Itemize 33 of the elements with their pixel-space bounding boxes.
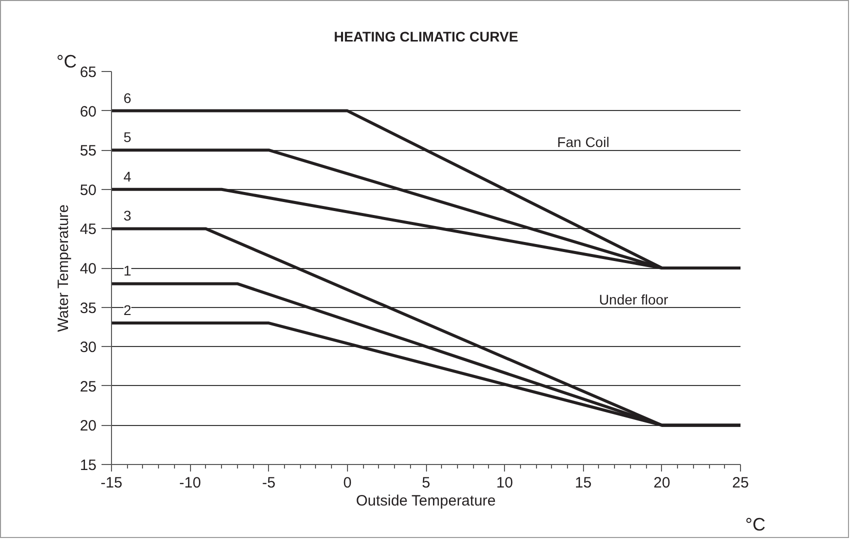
y-axis-title: Water Temperature: [54, 204, 72, 332]
y-tick-label: 50: [80, 182, 97, 199]
x-tick-label: 0: [343, 474, 352, 492]
x-tick-label: 5: [422, 474, 430, 492]
series-label: 2: [124, 302, 132, 318]
text: °C: [56, 52, 77, 72]
annotation: Fan Coil: [557, 134, 610, 150]
y-tick-label: 20: [80, 418, 97, 435]
y-tick-label: 35: [80, 300, 97, 317]
series-label: 4: [124, 168, 132, 184]
y-tick-label: 60: [80, 103, 97, 120]
y-tick-label: 25: [80, 378, 97, 396]
x-tick-label: 10: [496, 474, 513, 492]
series-label: 3: [124, 208, 132, 224]
y-tick-label: 45: [80, 221, 97, 238]
y-tick-label: 30: [80, 339, 97, 356]
x-axis-title: Outside Temperature: [356, 492, 496, 510]
y-tick-label: 55: [80, 142, 97, 160]
x-tick-label: -5: [262, 474, 276, 492]
x-tick-label: 25: [732, 474, 749, 492]
chart-title: HEATING CLIMATIC CURVE: [334, 28, 518, 44]
series-label: 6: [124, 90, 132, 106]
text: °C: [745, 514, 766, 534]
series-label: 5: [124, 129, 132, 146]
x-tick-label: 20: [654, 474, 670, 492]
x-tick-label: 15: [574, 474, 592, 492]
y-tick-label: 15: [80, 457, 97, 474]
y-tick-label: 65: [80, 64, 97, 81]
series-label: 1: [124, 262, 132, 279]
annotation: Under floor: [598, 291, 669, 308]
x-tick-label: -10: [179, 474, 201, 492]
y-tick-label: 40: [80, 260, 97, 278]
x-tick-label: -15: [100, 474, 122, 492]
